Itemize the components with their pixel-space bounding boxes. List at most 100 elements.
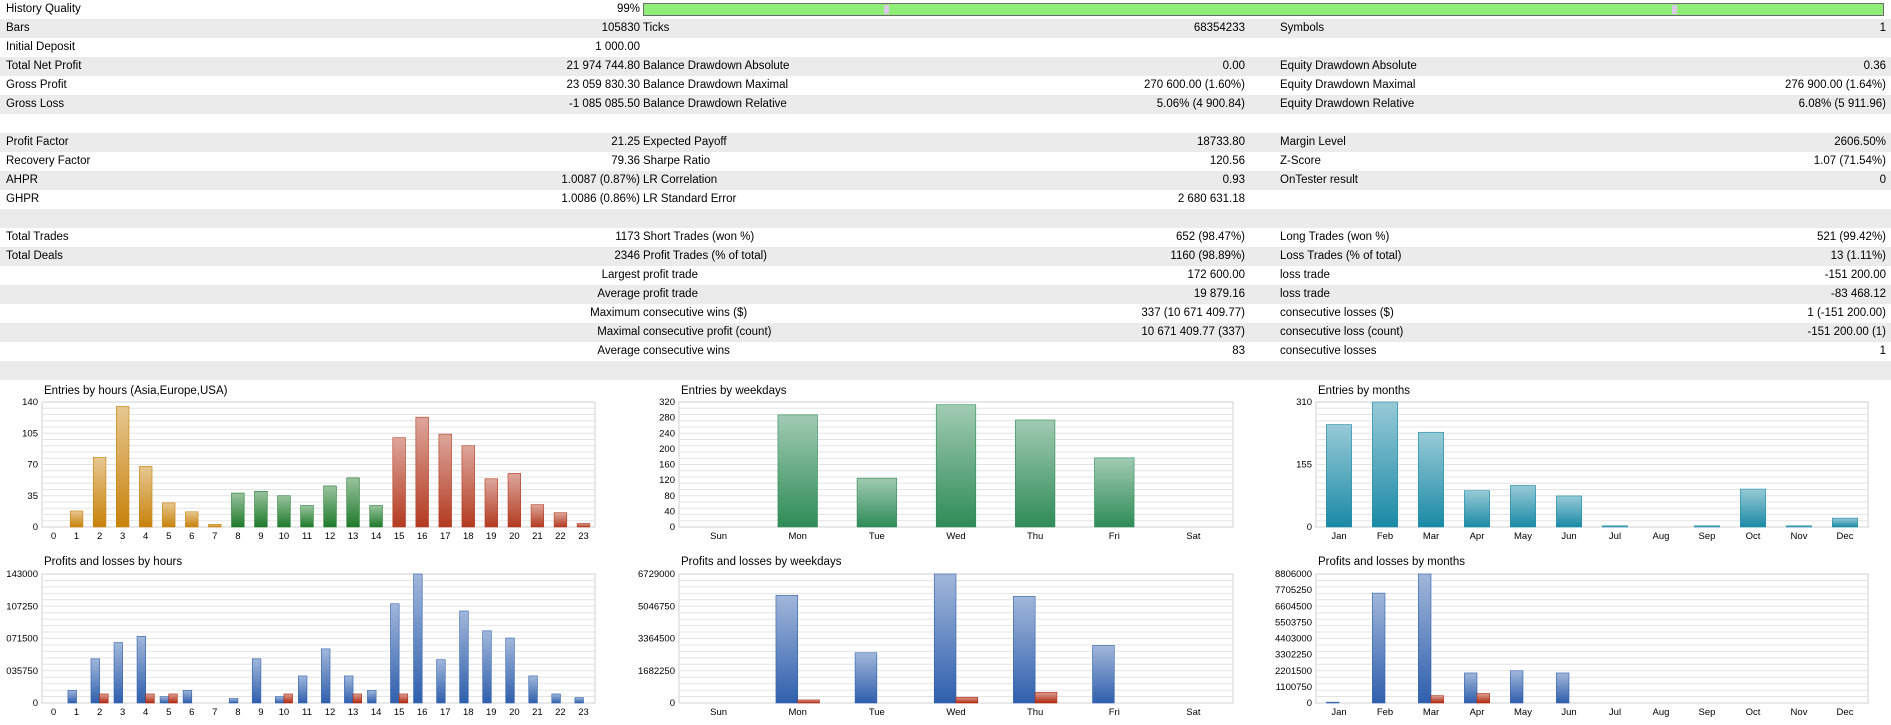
maximal-consec-profit-label: consecutive profit (count) xyxy=(643,326,772,338)
short-trades-value: 652 (98.47%) xyxy=(1175,231,1245,243)
x-tick-label: 23 xyxy=(578,531,589,542)
average-profit-value: 19 879.16 xyxy=(1193,288,1245,300)
balance-dd-max-label: Balance Drawdown Maximal xyxy=(643,79,789,91)
x-tick-label: Wed xyxy=(946,707,965,718)
y-tick-label: 35 xyxy=(27,491,38,502)
x-tick-label: Jun xyxy=(1561,531,1576,542)
expected-payoff-label: Expected Payoff xyxy=(643,136,727,148)
y-tick-label: 071500 xyxy=(6,634,38,645)
bar xyxy=(1372,401,1398,528)
bar xyxy=(300,505,314,528)
x-tick-label: Jun xyxy=(1561,707,1576,718)
x-tick-label: 10 xyxy=(279,531,290,542)
x-tick-label: Oct xyxy=(1746,531,1761,542)
loss-bar xyxy=(1034,691,1058,704)
bar xyxy=(1786,525,1812,528)
x-tick-label: 9 xyxy=(258,707,263,718)
avg-consec-wins-value: 83 xyxy=(1232,345,1245,357)
bar xyxy=(1418,431,1444,528)
balance-dd-max-value: 270 600.00 (1.60%) xyxy=(1143,79,1245,91)
x-tick-label: 8 xyxy=(235,707,240,718)
history-quality-bar xyxy=(643,3,1884,16)
bar xyxy=(1740,488,1766,528)
x-tick-label: 1 xyxy=(74,707,79,718)
x-tick-label: Tue xyxy=(869,531,885,542)
x-tick-label: May xyxy=(1514,531,1532,542)
profit-bar xyxy=(90,658,100,704)
profits-losses-by-weekdays-chart: Profits and losses by weekdays 0 1682250 3… xyxy=(637,556,1247,725)
y-tick-label: 5046750 xyxy=(638,601,675,612)
max-consec-losses-label: consecutive losses ($) xyxy=(1280,307,1394,319)
maximal-consec-profit-value: 10 671 409.77 (337) xyxy=(1141,326,1245,338)
profit-bar xyxy=(344,675,354,704)
x-tick-label: Dec xyxy=(1837,531,1854,542)
ticks-value: 68354233 xyxy=(1193,22,1245,34)
x-tick-label: 12 xyxy=(325,707,336,718)
x-tick-label: 22 xyxy=(555,707,566,718)
history-quality-marker xyxy=(884,5,889,14)
bar xyxy=(69,510,84,528)
x-tick-label: Tue xyxy=(869,707,885,718)
y-tick-label: 035750 xyxy=(6,666,38,677)
expected-payoff-value: 18733.80 xyxy=(1197,136,1245,148)
bar xyxy=(92,457,107,528)
chart-title: Entries by weekdays xyxy=(681,385,787,397)
profit-bar xyxy=(482,630,492,704)
total-net-profit-value: 21 974 744.80 xyxy=(566,60,640,72)
x-tick-label: Fri xyxy=(1109,531,1120,542)
x-tick-label: Jul xyxy=(1609,707,1621,718)
profit-bar xyxy=(551,693,561,704)
profit-bar xyxy=(390,603,400,704)
bar xyxy=(777,414,818,528)
long-trades-value: 521 (99.42%) xyxy=(1816,231,1886,243)
profit-bar xyxy=(367,690,377,704)
lr-std-error-label: LR Standard Error xyxy=(643,193,737,205)
x-tick-label: Jul xyxy=(1609,531,1621,542)
y-tick-label: 1100750 xyxy=(1276,682,1312,693)
y-tick-label: 2201500 xyxy=(1275,666,1312,677)
profit-bar xyxy=(854,652,878,704)
bar xyxy=(1832,517,1858,528)
gross-profit-label: Gross Profit xyxy=(6,79,67,91)
profit-bar xyxy=(1092,645,1115,704)
loss-bar xyxy=(797,699,820,704)
profit-bar xyxy=(182,690,193,704)
profit-bar xyxy=(1013,596,1036,704)
bar xyxy=(231,492,245,528)
x-tick-label: Feb xyxy=(1377,531,1393,542)
row-bars: Bars 105830 Ticks 68354233 Symbols 1 xyxy=(0,19,1891,38)
balance-dd-abs-value: 0.00 xyxy=(1222,60,1245,72)
x-tick-label: 17 xyxy=(440,531,451,542)
equity-dd-max-value: 276 900.00 (1.64%) xyxy=(1784,79,1886,91)
x-tick-label: Fri xyxy=(1109,707,1120,718)
entries-by-weekdays-chart: Entries by weekdays 0 40 80 120 160 200 240 280… xyxy=(637,385,1247,549)
y-tick-label: 1682250 xyxy=(638,666,675,677)
row-spacer xyxy=(0,114,1891,133)
x-tick-label: Sat xyxy=(1186,707,1201,718)
x-tick-label: 20 xyxy=(509,707,520,718)
loss-trades-label: Loss Trades (% of total) xyxy=(1280,250,1402,262)
y-tick-label: 155 xyxy=(1296,460,1312,471)
bar xyxy=(1094,457,1135,528)
profit-bar xyxy=(528,675,538,704)
initial-deposit-value: 1 000.00 xyxy=(595,41,640,53)
x-tick-label: 10 xyxy=(279,707,290,718)
profit-bar xyxy=(1510,670,1524,704)
short-trades-label: Short Trades (won %) xyxy=(643,231,755,243)
bar xyxy=(1694,525,1720,528)
y-tick-label: 200 xyxy=(659,444,675,455)
profit-bar xyxy=(1372,592,1386,704)
loss-bar xyxy=(1476,693,1490,704)
y-tick-label: 0 xyxy=(1307,698,1312,709)
profit-bar xyxy=(505,637,515,704)
y-tick-label: 4403000 xyxy=(1275,634,1312,645)
loss-bar xyxy=(352,693,363,704)
loss-bar xyxy=(283,693,293,704)
x-tick-label: 3 xyxy=(120,531,125,542)
long-trades-label: Long Trades (won %) xyxy=(1280,231,1390,243)
loss-bar xyxy=(398,693,409,704)
gross-loss-label: Gross Loss xyxy=(6,98,65,110)
equity-dd-abs-label: Equity Drawdown Absolute xyxy=(1280,60,1417,72)
x-tick-label: Jan xyxy=(1331,531,1346,542)
loss-bar xyxy=(99,693,109,704)
